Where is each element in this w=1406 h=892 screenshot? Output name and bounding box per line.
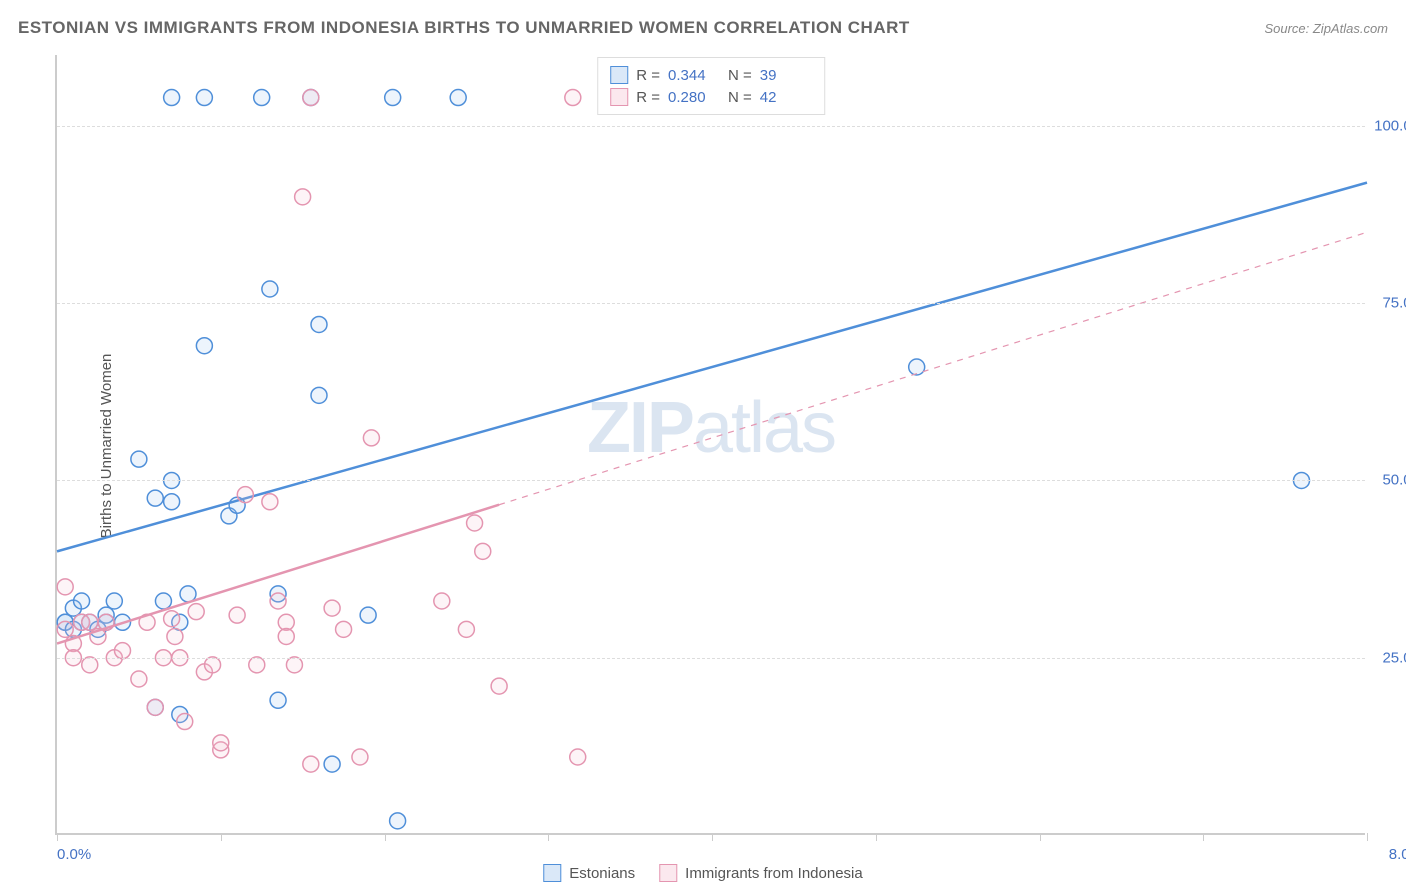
gridline [57, 480, 1365, 481]
data-point [254, 90, 270, 106]
data-point [570, 749, 586, 765]
data-point [324, 600, 340, 616]
data-point [131, 671, 147, 687]
data-point [262, 281, 278, 297]
data-point [390, 813, 406, 829]
y-tick-label: 25.0% [1382, 649, 1406, 666]
data-point [385, 90, 401, 106]
data-point [205, 657, 221, 673]
y-tick-label: 50.0% [1382, 472, 1406, 489]
data-point [352, 749, 368, 765]
data-point [475, 543, 491, 559]
gridline [57, 126, 1365, 127]
data-point [147, 490, 163, 506]
legend-row-indonesia: R = 0.280 N = 42 [610, 86, 812, 108]
x-tick [385, 833, 386, 841]
swatch-estonians [543, 864, 561, 882]
legend-row-estonians: R = 0.344 N = 39 [610, 64, 812, 86]
data-point [336, 621, 352, 637]
legend-item-estonians: Estonians [543, 864, 635, 882]
data-point [303, 90, 319, 106]
data-point [164, 90, 180, 106]
x-tick [876, 833, 877, 841]
swatch-indonesia [659, 864, 677, 882]
x-tick [548, 833, 549, 841]
data-point [57, 621, 73, 637]
x-tick [57, 833, 58, 841]
data-point [278, 628, 294, 644]
data-point [164, 494, 180, 510]
data-point [311, 316, 327, 332]
data-point [270, 593, 286, 609]
data-point [147, 699, 163, 715]
data-point [167, 628, 183, 644]
x-tick [1367, 833, 1368, 841]
data-point [115, 643, 131, 659]
trend-line-dashed [499, 232, 1367, 504]
data-point [909, 359, 925, 375]
data-point [434, 593, 450, 609]
data-point [131, 451, 147, 467]
header: ESTONIAN VS IMMIGRANTS FROM INDONESIA BI… [18, 18, 1388, 38]
data-point [295, 189, 311, 205]
data-point [262, 494, 278, 510]
data-point [177, 714, 193, 730]
scatter-svg [57, 55, 1365, 833]
y-tick-label: 100.0% [1374, 117, 1406, 134]
data-point [270, 692, 286, 708]
x-tick [1040, 833, 1041, 841]
x-tick [221, 833, 222, 841]
data-point [565, 90, 581, 106]
data-point [188, 604, 204, 620]
x-tick-label: 0.0% [57, 846, 91, 863]
data-point [467, 515, 483, 531]
correlation-legend: R = 0.344 N = 39 R = 0.280 N = 42 [597, 57, 825, 115]
data-point [249, 657, 265, 673]
data-point [82, 657, 98, 673]
data-point [155, 593, 171, 609]
legend-item-indonesia: Immigrants from Indonesia [659, 864, 863, 882]
data-point [363, 430, 379, 446]
data-point [106, 593, 122, 609]
gridline [57, 303, 1365, 304]
source-attribution: Source: ZipAtlas.com [1264, 21, 1388, 36]
x-tick [1203, 833, 1204, 841]
data-point [360, 607, 376, 623]
data-point [82, 614, 98, 630]
data-point [74, 593, 90, 609]
x-tick [712, 833, 713, 841]
data-point [196, 90, 212, 106]
swatch-estonians [610, 66, 628, 84]
series-legend: Estonians Immigrants from Indonesia [543, 864, 862, 882]
data-point [458, 621, 474, 637]
plot-area: ZIPatlas R = 0.344 N = 39 R = 0.280 N = … [55, 55, 1365, 835]
data-point [213, 735, 229, 751]
data-point [164, 611, 180, 627]
data-point [324, 756, 340, 772]
data-point [450, 90, 466, 106]
swatch-indonesia [610, 88, 628, 106]
data-point [57, 579, 73, 595]
data-point [303, 756, 319, 772]
data-point [237, 487, 253, 503]
data-point [311, 387, 327, 403]
chart-title: ESTONIAN VS IMMIGRANTS FROM INDONESIA BI… [18, 18, 910, 38]
data-point [196, 338, 212, 354]
x-tick-label: 8.0% [1389, 846, 1406, 863]
data-point [286, 657, 302, 673]
data-point [229, 607, 245, 623]
gridline [57, 658, 1365, 659]
y-tick-label: 75.0% [1382, 295, 1406, 312]
data-point [491, 678, 507, 694]
